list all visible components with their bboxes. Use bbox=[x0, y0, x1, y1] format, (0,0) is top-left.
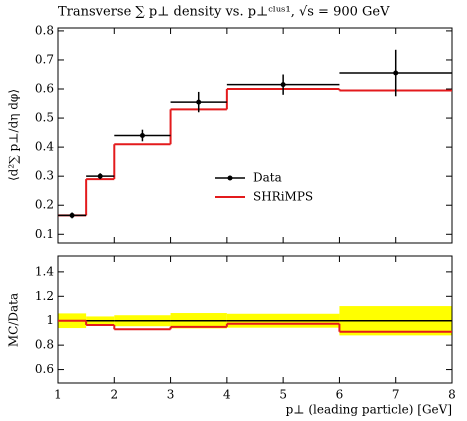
x-tick-label: 1 bbox=[54, 388, 62, 402]
y-tick-label: 0.6 bbox=[35, 82, 54, 96]
x-tick-label: 7 bbox=[392, 388, 400, 402]
y-tick-label: 0.5 bbox=[35, 111, 54, 125]
x-axis-label: p⊥ (leading particle) [GeV] bbox=[286, 403, 452, 417]
data-point bbox=[196, 99, 202, 105]
x-tick-label: 3 bbox=[167, 388, 175, 402]
data-point bbox=[69, 212, 75, 218]
x-tick-label: 5 bbox=[279, 388, 287, 402]
data-point bbox=[280, 82, 286, 88]
y-tick-label: 0.1 bbox=[35, 227, 54, 241]
ratio-y-tick-label: 0.6 bbox=[35, 362, 54, 376]
legend-label: SHRiMPS bbox=[253, 190, 313, 204]
y-tick-label: 0.3 bbox=[35, 169, 54, 183]
x-tick-label: 4 bbox=[223, 388, 231, 402]
chart-title: Transverse ∑ p⊥ density vs. p⊥ᶜˡᵘˢ¹, √s … bbox=[58, 5, 390, 20]
ratio-y-tick-label: 1.2 bbox=[35, 289, 54, 303]
y-tick-label: 0.2 bbox=[35, 198, 54, 212]
ratio-axis-label: MC/Data bbox=[7, 293, 21, 347]
y-tick-label: 0.4 bbox=[35, 140, 54, 154]
ratio-frame bbox=[57, 255, 453, 384]
data-point bbox=[139, 133, 145, 138]
data-point bbox=[393, 70, 399, 76]
legend-data-marker bbox=[227, 175, 233, 181]
y-tick-label: 0.8 bbox=[35, 23, 54, 37]
ratio-y-tick-label: 1 bbox=[46, 313, 54, 327]
ratio-y-tick-label: 1.4 bbox=[35, 264, 54, 278]
y-tick-label: 0.7 bbox=[35, 52, 54, 66]
ratio-y-tick-label: 0.8 bbox=[35, 338, 54, 352]
x-tick-label: 2 bbox=[110, 388, 118, 402]
x-tick-label: 6 bbox=[336, 388, 344, 402]
main-frame bbox=[57, 27, 453, 244]
legend-label: Data bbox=[253, 171, 282, 185]
y-axis-label: ⟨d²∑ p⊥/dη dφ⟩ bbox=[7, 89, 21, 181]
data-point bbox=[97, 173, 103, 179]
x-tick-label: 8 bbox=[448, 388, 456, 402]
